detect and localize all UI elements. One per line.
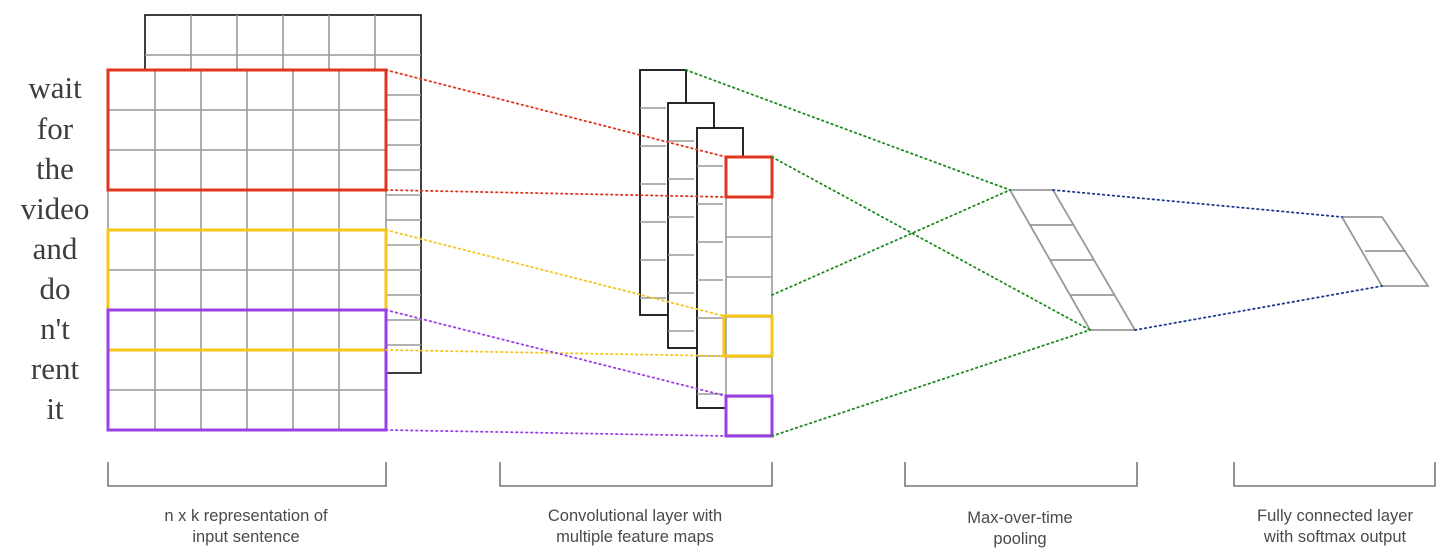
projection-purple <box>385 309 727 397</box>
caption-convolutional-layer: Convolutional layer with multiple featur… <box>505 506 765 548</box>
caption-bracket <box>499 462 773 487</box>
caption-line: Fully connected layer <box>1257 507 1413 525</box>
projection-red <box>385 189 727 198</box>
projection-yellow <box>385 229 725 317</box>
word-token: it <box>46 391 64 426</box>
caption-bracket <box>1233 462 1436 487</box>
feature-cell-yellow <box>722 314 774 358</box>
feature-cell-red <box>724 155 774 199</box>
word-token: and <box>32 231 78 266</box>
word-token: wait <box>28 70 82 105</box>
caption-line: pooling <box>993 530 1047 548</box>
caption-max-pooling: Max-over-time pooling <box>910 508 1130 550</box>
filter-window-yellow <box>106 228 388 352</box>
filter-window-purple <box>106 308 388 432</box>
projection-yellow <box>385 349 725 357</box>
feature-cell-purple <box>724 394 774 438</box>
fc-link <box>1134 285 1383 331</box>
pooling-link <box>771 329 1091 437</box>
word-token: n't <box>40 311 70 346</box>
caption-line: n x k representation of <box>164 507 328 525</box>
caption-fully-connected: Fully connected layer with softmax outpu… <box>1220 506 1447 548</box>
caption-line: Max-over-time <box>967 509 1073 527</box>
word-token: rent <box>30 351 80 386</box>
caption-input-representation: n x k representation of input sentence <box>116 506 376 548</box>
word-token: do <box>39 271 71 306</box>
front-feature-column <box>725 156 773 436</box>
word-token: video <box>20 191 90 226</box>
filter-window-red <box>106 68 388 192</box>
pooling-link <box>771 156 1091 331</box>
caption-bracket <box>107 462 387 487</box>
caption-line: input sentence <box>192 528 300 546</box>
pooling-link <box>771 189 1011 296</box>
caption-line: multiple feature maps <box>556 528 714 546</box>
word-token: the <box>36 151 74 186</box>
caption-line: Convolutional layer with <box>547 507 723 525</box>
projection-red <box>385 69 727 158</box>
caption-bracket <box>904 462 1138 487</box>
caption-line: with softmax output <box>1263 528 1407 546</box>
projection-purple <box>385 429 727 437</box>
fc-link <box>1052 189 1343 218</box>
word-token: for <box>36 111 74 146</box>
